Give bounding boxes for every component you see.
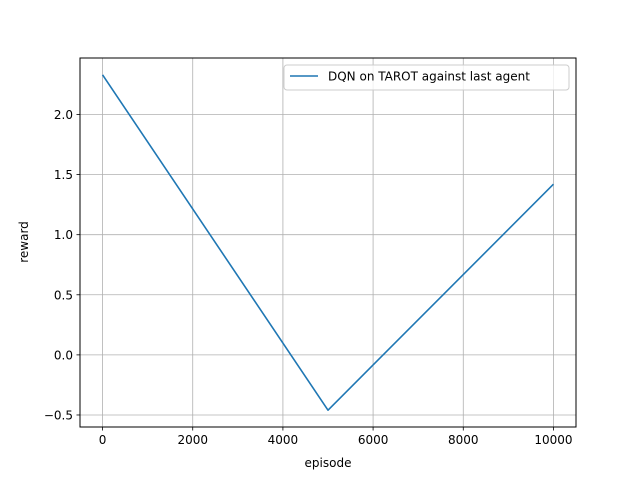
x-tick-label: 0 [99, 433, 107, 447]
y-tick-label: 1.5 [54, 168, 73, 182]
grid-lines [80, 58, 576, 427]
data-series [101, 74, 555, 411]
y-tick-label: 1.0 [54, 228, 73, 242]
x-tick-label: 10000 [534, 433, 572, 447]
x-tick-label: 4000 [268, 433, 299, 447]
legend: DQN on TAROT against last agent [283, 64, 570, 91]
x-tick-label: 8000 [448, 433, 479, 447]
axes-frame [79, 57, 577, 428]
y-tick-label: −0.5 [44, 408, 73, 422]
x-tick-label: 6000 [358, 433, 389, 447]
series-line [101, 74, 555, 411]
y-tick-label: 0.5 [54, 288, 73, 302]
tick-marks [76, 114, 554, 431]
x-tick-label: 2000 [177, 433, 208, 447]
legend-label: DQN on TAROT against last agent [328, 70, 530, 84]
x-axis-label: episode [305, 456, 352, 470]
legend-box [283, 64, 570, 91]
tick-labels: 0 2000 4000 6000 8000 10000 −0.5 0.0 0.5 1.0 1.5 2.… [44, 108, 573, 447]
y-axis-label: reward [17, 221, 31, 263]
y-tick-label: 0.0 [54, 348, 73, 362]
y-tick-label: 2.0 [54, 108, 73, 122]
